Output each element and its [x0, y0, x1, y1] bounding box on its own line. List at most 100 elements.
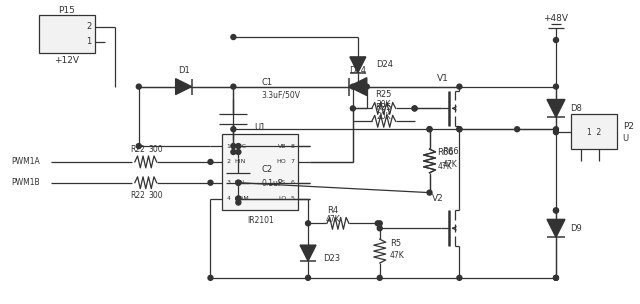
Text: V1: V1 — [436, 74, 449, 83]
Text: 47K: 47K — [326, 215, 340, 224]
FancyBboxPatch shape — [39, 15, 95, 53]
Text: 2: 2 — [86, 22, 92, 31]
Circle shape — [427, 190, 432, 195]
Circle shape — [554, 84, 559, 89]
Circle shape — [554, 208, 559, 213]
Polygon shape — [175, 79, 191, 95]
Circle shape — [236, 196, 241, 201]
Text: R22: R22 — [131, 144, 145, 154]
Circle shape — [236, 143, 241, 149]
Text: 6: 6 — [290, 180, 294, 185]
Circle shape — [305, 221, 310, 226]
Circle shape — [231, 150, 236, 154]
FancyBboxPatch shape — [223, 134, 298, 210]
Circle shape — [208, 159, 213, 164]
Text: D24: D24 — [376, 60, 393, 69]
Text: 1: 1 — [227, 143, 230, 149]
Polygon shape — [300, 245, 316, 261]
Text: V2: V2 — [431, 194, 444, 203]
Text: C1: C1 — [261, 78, 273, 87]
Circle shape — [236, 200, 241, 205]
Circle shape — [515, 127, 520, 132]
Text: 5: 5 — [290, 196, 294, 201]
Text: 1  2: 1 2 — [587, 128, 601, 137]
Text: R66: R66 — [438, 148, 454, 157]
Text: R4: R4 — [328, 206, 339, 215]
Text: 7: 7 — [290, 159, 294, 164]
Circle shape — [554, 275, 559, 280]
Text: D9: D9 — [570, 224, 582, 233]
Circle shape — [208, 275, 213, 280]
Circle shape — [427, 127, 432, 132]
Circle shape — [554, 130, 559, 135]
Circle shape — [554, 127, 559, 132]
Text: R25: R25 — [376, 90, 392, 99]
Text: D23: D23 — [323, 254, 340, 263]
Text: 4: 4 — [227, 196, 230, 201]
Text: C2: C2 — [261, 165, 273, 174]
Circle shape — [231, 35, 236, 40]
Circle shape — [457, 127, 462, 132]
Text: 3: 3 — [227, 180, 230, 185]
Circle shape — [377, 221, 382, 226]
Circle shape — [457, 84, 462, 89]
Text: 3.3uF/50V: 3.3uF/50V — [261, 90, 300, 99]
Circle shape — [350, 84, 355, 89]
Text: PWM1B: PWM1B — [12, 178, 40, 187]
Text: VS: VS — [278, 180, 286, 185]
Text: VB: VB — [278, 143, 286, 149]
Text: D1: D1 — [178, 66, 189, 75]
Text: 0.1uF: 0.1uF — [261, 179, 282, 188]
FancyBboxPatch shape — [571, 114, 617, 149]
Circle shape — [136, 84, 141, 89]
Text: VCC: VCC — [234, 143, 248, 149]
Circle shape — [375, 221, 380, 226]
Circle shape — [236, 180, 241, 185]
Text: P15: P15 — [58, 6, 74, 15]
Text: +12V: +12V — [54, 56, 79, 65]
Circle shape — [136, 143, 141, 149]
Text: 20K: 20K — [376, 100, 391, 109]
Text: IR2101: IR2101 — [247, 216, 274, 225]
Circle shape — [236, 180, 241, 185]
Text: 2: 2 — [227, 159, 230, 164]
Text: PWM1A: PWM1A — [12, 157, 40, 166]
Circle shape — [231, 127, 236, 132]
Circle shape — [377, 226, 382, 231]
Text: 47K: 47K — [442, 161, 457, 169]
Text: P2: P2 — [623, 122, 634, 131]
Circle shape — [554, 208, 559, 213]
Text: U1: U1 — [255, 123, 266, 132]
Circle shape — [457, 275, 462, 280]
Circle shape — [236, 150, 241, 154]
Text: 8: 8 — [290, 143, 294, 149]
Circle shape — [355, 84, 360, 89]
Text: R22: R22 — [131, 191, 145, 200]
Circle shape — [554, 275, 559, 280]
Text: LO: LO — [278, 196, 286, 201]
Circle shape — [305, 275, 310, 280]
Circle shape — [231, 84, 236, 89]
Polygon shape — [349, 78, 367, 95]
Circle shape — [364, 84, 369, 89]
Polygon shape — [547, 219, 565, 237]
Text: 300: 300 — [148, 191, 163, 200]
Circle shape — [412, 106, 417, 111]
Text: HO: HO — [276, 159, 286, 164]
Text: HIN: HIN — [234, 159, 246, 164]
Text: D8: D8 — [570, 104, 582, 113]
Circle shape — [236, 196, 241, 201]
Circle shape — [208, 180, 213, 185]
Text: 20K: 20K — [376, 112, 391, 121]
Circle shape — [457, 127, 462, 132]
Text: R66: R66 — [442, 147, 459, 156]
Text: +48V: +48V — [543, 14, 568, 23]
Circle shape — [427, 127, 432, 132]
Text: LIN: LIN — [234, 180, 244, 185]
Circle shape — [412, 106, 417, 111]
Text: D24: D24 — [349, 66, 366, 75]
Text: R25: R25 — [376, 103, 392, 112]
Circle shape — [350, 106, 355, 111]
Circle shape — [554, 38, 559, 43]
Text: R5: R5 — [390, 239, 401, 248]
